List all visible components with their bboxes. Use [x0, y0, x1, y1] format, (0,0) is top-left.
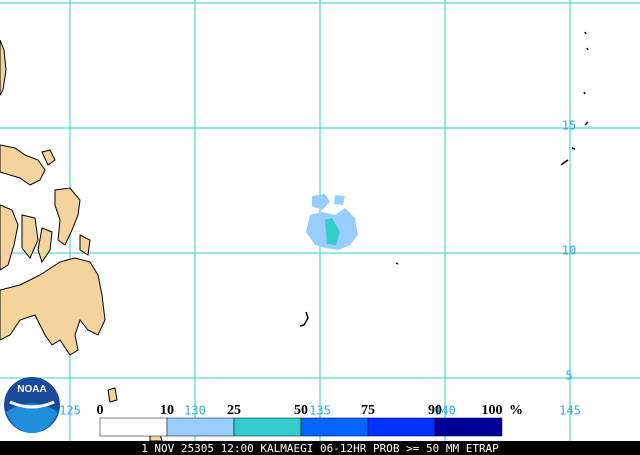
lat-label: 15 — [562, 119, 576, 133]
island — [41, 149, 56, 166]
legend: 0 10 25 50 75 90 100% — [97, 403, 523, 437]
logo: NOAA — [4, 377, 60, 433]
island — [21, 214, 39, 259]
footer-bar — [0, 441, 640, 455]
legend-swatch — [434, 417, 503, 437]
island — [0, 204, 19, 271]
legend-label: 50 — [294, 403, 308, 418]
legend-label: 90 — [428, 403, 442, 418]
legend-label: 0 — [97, 403, 104, 418]
lon-label: 135 — [309, 404, 331, 418]
legend-swatch — [300, 417, 369, 437]
footer-text: 1 NOV 25305 12:00 KALMAEGI 06-12HR PROB … — [141, 442, 499, 455]
island — [37, 227, 53, 264]
legend-unit: % — [509, 403, 523, 418]
legend-label: 100 — [482, 403, 503, 418]
island — [107, 387, 118, 403]
legend-label: 25 — [227, 403, 241, 418]
small-islands — [299, 31, 589, 327]
probability-area — [306, 194, 358, 250]
island — [54, 187, 81, 246]
logo-swoosh — [9, 400, 55, 409]
lon-label: 130 — [184, 404, 206, 418]
lat-label: 10 — [562, 244, 576, 258]
lon-label: 125 — [59, 404, 81, 418]
legend-swatch — [166, 417, 235, 437]
grid-labels: 125 130 135 140 145 15 10 5 — [59, 119, 581, 418]
legend-label: 10 — [160, 403, 174, 418]
lat-label: 5 — [565, 369, 572, 383]
logo-wave — [6, 403, 58, 433]
prob-area — [325, 218, 340, 245]
island — [560, 31, 589, 166]
island — [0, 257, 106, 356]
lon-label: 145 — [559, 404, 581, 418]
lon-label: 140 — [434, 404, 456, 418]
prob-area — [312, 194, 330, 210]
grid — [0, 0, 640, 441]
island — [0, 144, 46, 186]
legend-label: 75 — [361, 403, 375, 418]
logo-text: NOAA — [17, 384, 46, 395]
prob-area — [334, 195, 345, 205]
legend-swatch — [99, 417, 168, 437]
island — [0, 39, 7, 96]
legend-swatch — [233, 417, 302, 437]
island — [79, 234, 91, 256]
island — [299, 311, 309, 327]
island — [395, 262, 399, 265]
legend-swatch — [367, 417, 436, 437]
land — [0, 39, 163, 442]
